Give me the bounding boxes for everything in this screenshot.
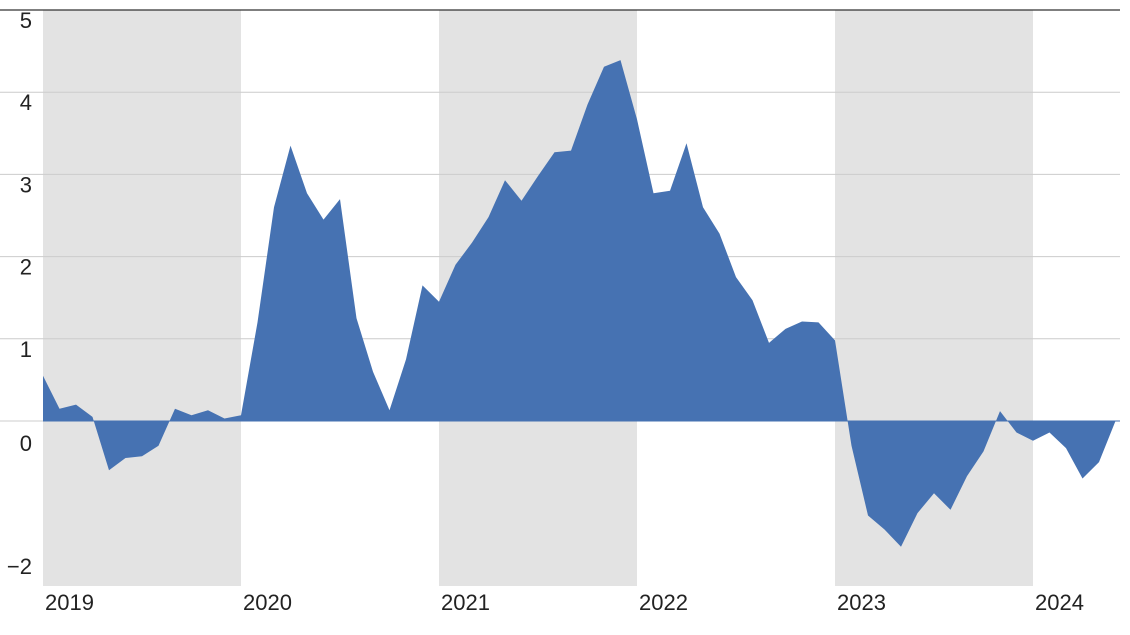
y-tick-label: 4: [20, 90, 32, 115]
x-tick-label: 2022: [639, 590, 688, 615]
area-series-fill: [43, 60, 1116, 547]
x-tick-label: 2024: [1035, 590, 1084, 615]
x-tick-label: 2019: [45, 590, 94, 615]
y-tick-label: −2: [7, 554, 32, 579]
y-tick-label: 2: [20, 255, 32, 280]
y-tick-label: 5: [20, 8, 32, 33]
x-tick-label: 2023: [837, 590, 886, 615]
x-tick-label: 2021: [441, 590, 490, 615]
x-axis-tick-labels: 2019 2020 2021 2022 2023 2024: [45, 590, 1084, 615]
y-tick-label: 3: [20, 172, 32, 197]
y-axis-tick-labels: 5 4 3 2 1 0 −2: [7, 8, 32, 579]
x-tick-label: 2020: [243, 590, 292, 615]
shaded-band-0: [43, 10, 241, 586]
area-series: [43, 60, 1120, 547]
y-tick-label: 1: [20, 337, 32, 362]
y-tick-label: 0: [20, 431, 32, 456]
